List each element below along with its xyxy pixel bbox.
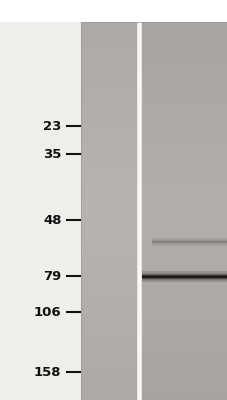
- Text: 106: 106: [34, 306, 61, 318]
- Text: 35: 35: [43, 148, 61, 160]
- Text: 79: 79: [43, 270, 61, 282]
- Bar: [81, 22, 227, 400]
- Text: 23: 23: [43, 120, 61, 132]
- Text: 158: 158: [34, 366, 61, 378]
- Text: 48: 48: [43, 214, 61, 226]
